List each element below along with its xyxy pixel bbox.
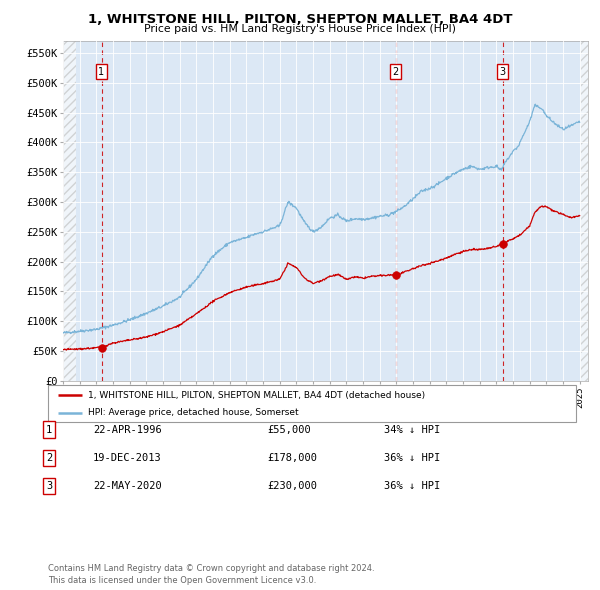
Text: 22-MAY-2020: 22-MAY-2020 [93, 481, 162, 491]
Text: 3: 3 [500, 67, 506, 77]
Text: 19-DEC-2013: 19-DEC-2013 [93, 453, 162, 463]
Text: 2: 2 [393, 67, 399, 77]
Text: £230,000: £230,000 [267, 481, 317, 491]
Bar [63, 41, 76, 381]
Text: 1, WHITSTONE HILL, PILTON, SHEPTON MALLET, BA4 4DT (detached house): 1, WHITSTONE HILL, PILTON, SHEPTON MALLE… [88, 391, 425, 399]
FancyBboxPatch shape [48, 385, 576, 422]
Text: Price paid vs. HM Land Registry's House Price Index (HPI): Price paid vs. HM Land Registry's House … [144, 24, 456, 34]
Text: 34% ↓ HPI: 34% ↓ HPI [384, 425, 440, 434]
Text: Contains HM Land Registry data © Crown copyright and database right 2024.
This d: Contains HM Land Registry data © Crown c… [48, 565, 374, 585]
Text: £178,000: £178,000 [267, 453, 317, 463]
Text: 2: 2 [46, 453, 52, 463]
Text: 1: 1 [46, 425, 52, 434]
Text: £55,000: £55,000 [267, 425, 311, 434]
Text: 22-APR-1996: 22-APR-1996 [93, 425, 162, 434]
Bar [581, 41, 588, 381]
Text: 36% ↓ HPI: 36% ↓ HPI [384, 453, 440, 463]
Text: 3: 3 [46, 481, 52, 491]
Text: 1, WHITSTONE HILL, PILTON, SHEPTON MALLET, BA4 4DT: 1, WHITSTONE HILL, PILTON, SHEPTON MALLE… [88, 13, 512, 26]
Text: 1: 1 [98, 67, 104, 77]
Text: HPI: Average price, detached house, Somerset: HPI: Average price, detached house, Some… [88, 408, 298, 417]
Text: 36% ↓ HPI: 36% ↓ HPI [384, 481, 440, 491]
